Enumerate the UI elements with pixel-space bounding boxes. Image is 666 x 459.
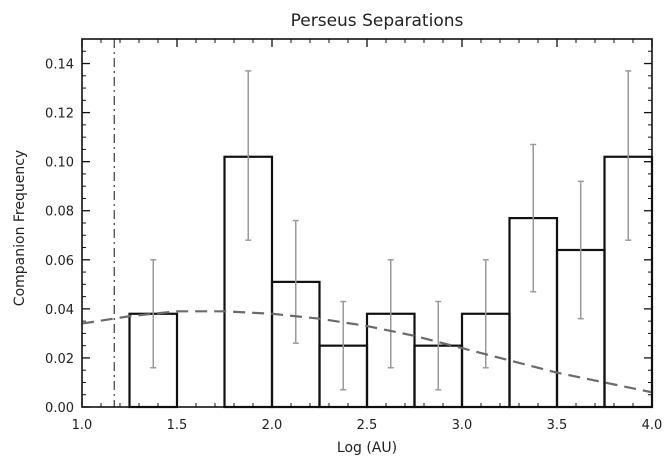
x-tick-label: 4.0 xyxy=(642,418,663,433)
plot-area: 1.0 1.5 2.0 2.5 3.0 3.5 4.0 0.00 0.02 0.04 0.06 0.0… xyxy=(45,38,663,433)
x-tick-label: 1.0 xyxy=(72,418,93,433)
x-tick-label: 2.0 xyxy=(262,418,283,433)
y-axis-label: Companion Frequency xyxy=(12,150,28,306)
x-tick-label: 1.5 xyxy=(167,418,188,433)
y-tick-label: 0.06 xyxy=(45,254,74,269)
y-tick-label: 0.00 xyxy=(45,401,74,416)
y-tick-label: 0.04 xyxy=(45,303,74,318)
y-tick-label: 0.12 xyxy=(45,107,74,122)
y-tick-label: 0.10 xyxy=(45,156,74,171)
model-curve xyxy=(81,310,653,394)
x-axis-label: Log (AU) xyxy=(337,440,397,456)
y-tick-label: 0.08 xyxy=(45,205,74,220)
y-tick-label: 0.02 xyxy=(45,352,74,367)
x-tick-label: 2.5 xyxy=(357,418,378,433)
chart-title: Perseus Separations xyxy=(291,11,464,31)
x-tick-label: 3.5 xyxy=(547,418,568,433)
y-tick-label: 0.14 xyxy=(45,58,74,73)
x-tick-label: 3.0 xyxy=(452,418,473,433)
